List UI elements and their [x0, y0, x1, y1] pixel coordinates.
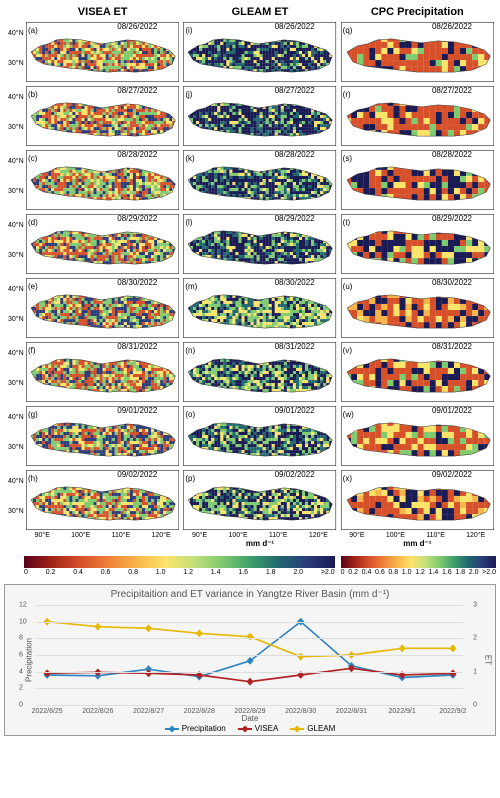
panel-label: (c) — [28, 154, 37, 163]
panel-date: 08/27/2022 — [432, 86, 472, 95]
panel-label: (e) — [28, 282, 38, 291]
panel-date: 08/30/2022 — [117, 278, 157, 287]
panel-date: 08/31/2022 — [117, 342, 157, 351]
header-gleam: GLEAM ET — [181, 4, 338, 20]
panel-label: (u) — [343, 282, 353, 291]
panel-date: 08/28/2022 — [275, 150, 315, 159]
panel-label: (p) — [185, 474, 195, 483]
unit-label-1: mm d⁻¹ — [181, 539, 338, 548]
column-headers: VISEA ET GLEAM ET CPC Precipitation — [24, 4, 496, 20]
map-panel: 40°N30°N(b)08/27/2022 — [24, 84, 181, 148]
panel-date: 08/31/2022 — [432, 342, 472, 351]
panel-label: (x) — [343, 474, 352, 483]
legend-item: GLEAM — [290, 724, 335, 733]
map-grid: 40°N30°N(a)08/26/2022(i)08/26/2022(q)08/… — [4, 20, 496, 532]
map-panel: (t) 08/29/2022 — [339, 212, 496, 276]
legend-item: VISEA — [238, 724, 279, 733]
panel-date: 08/27/2022 — [275, 86, 315, 95]
map-panel: (u) 08/30/2022 — [339, 276, 496, 340]
map-panel: (q) 08/26/2022 — [339, 20, 496, 84]
map-panel: (s) 08/28/2022 — [339, 148, 496, 212]
header-visea: VISEA ET — [24, 4, 181, 20]
panel-date: 08/30/2022 — [432, 278, 472, 287]
panel-label: (d) — [28, 218, 38, 227]
panel-date: 09/02/2022 — [432, 470, 472, 479]
panel-date: 08/28/2022 — [432, 150, 472, 159]
map-panel: (j) 08/27/2022 — [181, 84, 338, 148]
panel-label: (a) — [28, 26, 38, 35]
panel-label: (v) — [343, 346, 352, 355]
panel-date: 09/01/2022 — [117, 406, 157, 415]
map-panel: 40°N30°N(h)09/02/2022 — [24, 468, 181, 532]
panel-date: 09/02/2022 — [275, 470, 315, 479]
panel-label: (o) — [185, 410, 195, 419]
unit-label-2: mm d⁻¹ — [339, 539, 496, 548]
legend-label: Precipitation — [182, 724, 226, 733]
panel-label: (m) — [185, 282, 197, 291]
legend-item: Precipitation — [165, 724, 226, 733]
panel-date: 08/29/2022 — [275, 214, 315, 223]
ylabel-right: ET — [483, 655, 492, 665]
panel-date: 09/02/2022 — [117, 470, 157, 479]
panel-date: 08/26/2022 — [275, 22, 315, 31]
panel-label: (b) — [28, 90, 38, 99]
unit-row: mm d⁻¹ mm d⁻¹ — [24, 539, 496, 548]
legend-label: GLEAM — [307, 724, 335, 733]
map-panel: 40°N30°N(f)08/31/2022 — [24, 340, 181, 404]
map-panel: 40°N30°N(c)08/28/2022 — [24, 148, 181, 212]
map-panel: 40°N30°N(e)08/30/2022 — [24, 276, 181, 340]
map-panel: (i) 08/26/2022 — [181, 20, 338, 84]
panel-date: 09/01/2022 — [275, 406, 315, 415]
panel-label: (q) — [343, 26, 353, 35]
map-panel: (o) 09/01/2022 — [181, 404, 338, 468]
panel-date: 08/26/2022 — [432, 22, 472, 31]
panel-label: (l) — [185, 218, 192, 227]
panel-date: 08/26/2022 — [117, 22, 157, 31]
panel-date: 08/31/2022 — [275, 342, 315, 351]
ylabel-left: Precipitation — [25, 638, 34, 682]
chart-plot: 02468101201232022/8/252022/8/262022/8/27… — [37, 605, 463, 705]
map-panel: (w) 09/01/2022 — [339, 404, 496, 468]
panel-date: 08/30/2022 — [275, 278, 315, 287]
panel-label: (k) — [185, 154, 194, 163]
panel-label: (t) — [343, 218, 351, 227]
map-panel: (k) 08/28/2022 — [181, 148, 338, 212]
map-panel: (n) 08/31/2022 — [181, 340, 338, 404]
colorbar-row: 00.20.40.60.81.01.21.41.61.82.0>2.0 00.2… — [24, 556, 496, 576]
panel-label: (r) — [343, 90, 351, 99]
map-panel: 40°N30°N(d)08/29/2022 — [24, 212, 181, 276]
chart-title: Precipitaition and ET variance in Yangtz… — [5, 585, 495, 600]
panel-date: 08/29/2022 — [117, 214, 157, 223]
map-panel: (v) 08/31/2022 — [339, 340, 496, 404]
panel-label: (h) — [28, 474, 38, 483]
chart-legend: Precipitation VISEA GLEAM — [5, 722, 495, 735]
header-cpc: CPC Precipitation — [339, 4, 496, 20]
map-panel: (p) 09/02/2022 — [181, 468, 338, 532]
panel-date: 08/29/2022 — [432, 214, 472, 223]
panel-label: (i) — [185, 26, 192, 35]
map-panel: (x) 09/02/2022 — [339, 468, 496, 532]
panel-label: (n) — [185, 346, 195, 355]
variance-chart: Precipitaition and ET variance in Yangtz… — [4, 584, 496, 736]
map-panel: 40°N30°N(a)08/26/2022 — [24, 20, 181, 84]
panel-label: (f) — [28, 346, 36, 355]
colorbar-precip — [341, 556, 496, 568]
panel-label: (w) — [343, 410, 354, 419]
map-panel: 40°N30°N(g)09/01/2022 — [24, 404, 181, 468]
panel-date: 09/01/2022 — [432, 406, 472, 415]
legend-label: VISEA — [255, 724, 279, 733]
map-panel: (l) 08/29/2022 — [181, 212, 338, 276]
colorbar-et — [24, 556, 335, 568]
panel-date: 08/27/2022 — [117, 86, 157, 95]
panel-label: (s) — [343, 154, 352, 163]
panel-label: (g) — [28, 410, 38, 419]
panel-date: 08/28/2022 — [117, 150, 157, 159]
map-panel: (r) 08/27/2022 — [339, 84, 496, 148]
x-tick-row: 90°E100°E110°E120°E 90°E100°E110°E120°E … — [24, 532, 496, 539]
map-panel: (m) 08/30/2022 — [181, 276, 338, 340]
panel-label: (j) — [185, 90, 192, 99]
